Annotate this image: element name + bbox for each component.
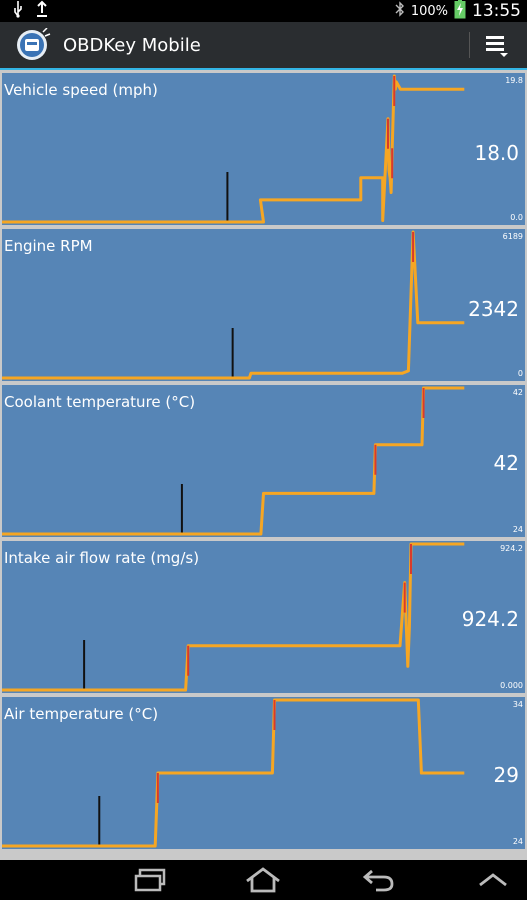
line-chart xyxy=(2,698,465,848)
navigation-bar xyxy=(0,860,527,900)
graph-label: Engine RPM xyxy=(4,237,93,255)
max-value: 19.8 xyxy=(505,76,523,85)
line-chart xyxy=(2,386,465,536)
graph-engine-rpm[interactable]: Engine RPM 2342 6189 0 xyxy=(2,229,525,381)
graph-label: Coolant temperature (°C) xyxy=(4,393,196,411)
current-value: 924.2 xyxy=(461,607,519,631)
max-value: 42 xyxy=(512,388,523,397)
upload-icon xyxy=(36,0,48,22)
clock: 13:55 xyxy=(472,1,521,21)
bluetooth-icon xyxy=(395,1,405,21)
graph-air-temperature[interactable]: Air temperature (°C) 29 34 24 xyxy=(2,697,525,849)
app-title: OBDKey Mobile xyxy=(63,35,201,56)
min-value: 24 xyxy=(512,837,523,846)
graph-label: Air temperature (°C) xyxy=(4,705,159,723)
home-icon xyxy=(245,867,281,897)
divider xyxy=(469,32,470,58)
min-value: 0 xyxy=(517,369,523,378)
line-chart xyxy=(2,74,465,224)
min-value: 24 xyxy=(512,525,523,534)
series-line xyxy=(2,698,465,848)
expand-up-icon xyxy=(478,872,508,892)
max-value: 6189 xyxy=(502,232,523,241)
overflow-menu-icon xyxy=(486,35,508,61)
graph-label: Intake air flow rate (mg/s) xyxy=(4,549,200,567)
recent-apps-button[interactable] xyxy=(120,864,180,896)
recent-apps-icon xyxy=(134,868,168,896)
line-chart xyxy=(2,230,465,380)
current-value: 29 xyxy=(493,763,519,787)
line-chart xyxy=(2,542,465,692)
action-bar: OBDKey Mobile xyxy=(0,22,527,70)
graph-vehicle-speed[interactable]: Vehicle speed (mph) 18.0 19.8 0.0 xyxy=(2,73,525,225)
series-line xyxy=(2,74,465,224)
home-button[interactable] xyxy=(233,864,293,896)
battery-percent: 100% xyxy=(410,3,448,19)
series-line xyxy=(2,230,465,380)
status-bar: 100% 13:55 xyxy=(0,0,527,22)
max-value: 924.2 xyxy=(500,544,523,553)
usb-icon xyxy=(12,0,24,22)
graph-label: Vehicle speed (mph) xyxy=(4,81,158,99)
back-button[interactable] xyxy=(348,864,408,896)
min-value: 0.000 xyxy=(500,681,523,690)
graph-intake-air-flow[interactable]: Intake air flow rate (mg/s) 924.2 924.2 … xyxy=(2,541,525,693)
current-value: 18.0 xyxy=(474,141,519,165)
battery-charging-icon xyxy=(454,0,466,23)
graph-coolant-temperature[interactable]: Coolant temperature (°C) 42 42 24 xyxy=(2,385,525,537)
overflow-menu-button[interactable] xyxy=(469,22,527,68)
back-icon xyxy=(360,868,396,896)
graph-list[interactable]: Vehicle speed (mph) 18.0 19.8 0.0 Engine… xyxy=(0,70,527,860)
current-value: 42 xyxy=(493,451,519,475)
max-value: 34 xyxy=(512,700,523,709)
expand-up-button[interactable] xyxy=(462,864,522,896)
min-value: 0.0 xyxy=(510,213,523,222)
obdkey-logo-icon[interactable] xyxy=(14,27,52,62)
current-value: 2342 xyxy=(468,297,519,321)
